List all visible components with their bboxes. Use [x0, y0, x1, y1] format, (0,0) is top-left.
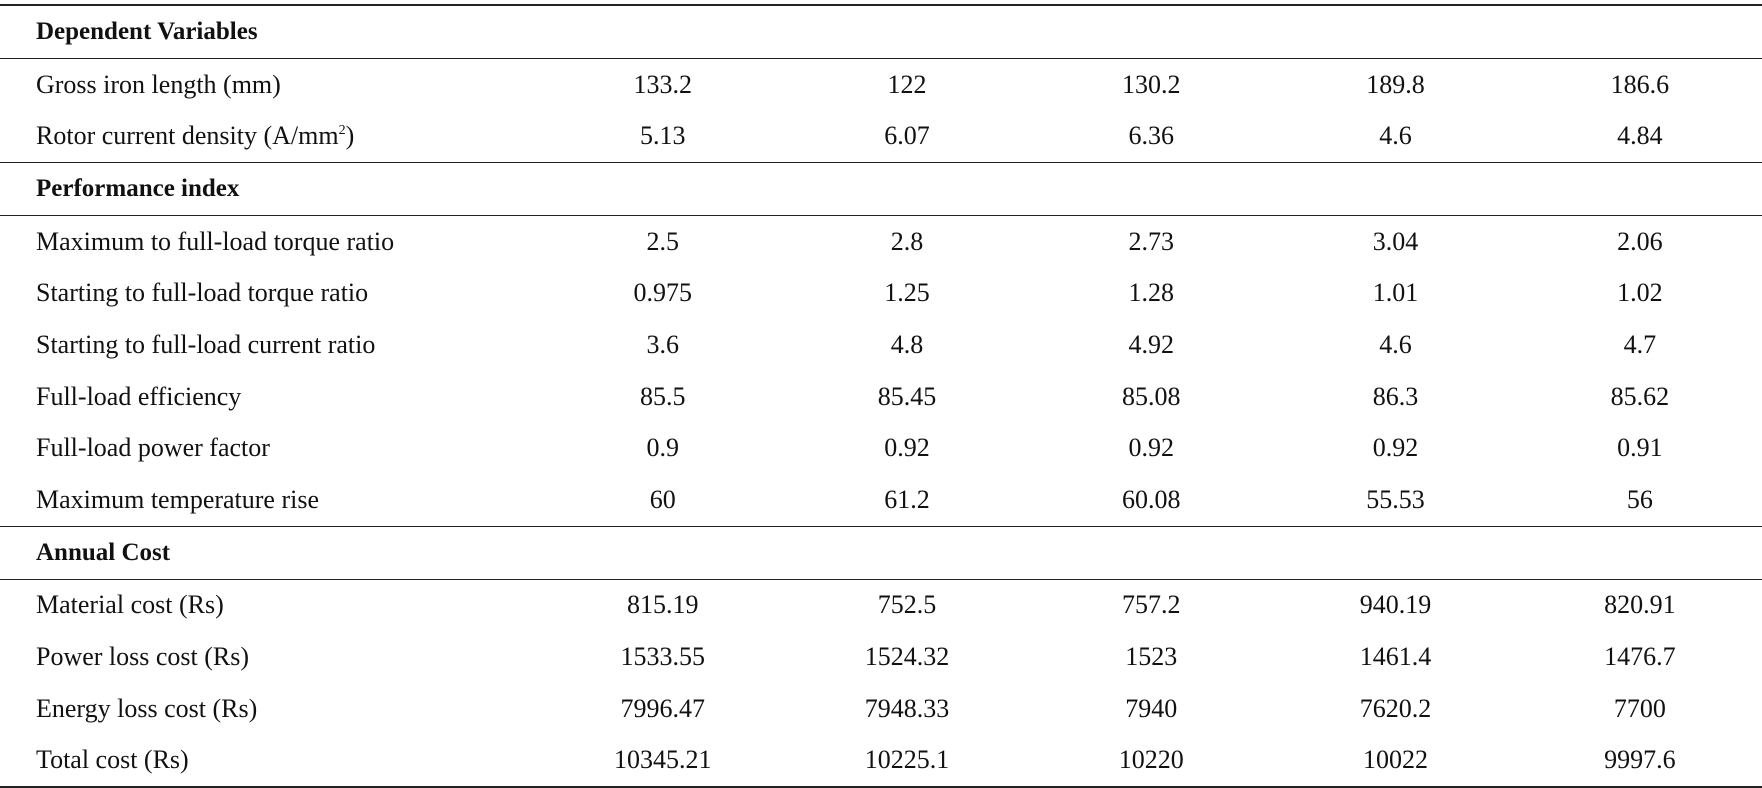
- section-title: Performance index: [0, 162, 1762, 216]
- cell-value: 56: [1517, 474, 1762, 527]
- table-row: Starting to full-load torque ratio 0.975…: [0, 267, 1762, 319]
- cell-value: 4.84: [1517, 110, 1762, 164]
- cell-value: 186.6: [1610, 69, 1670, 99]
- cell-value: 85.45: [877, 381, 937, 411]
- section-title: Annual Cost: [0, 526, 1762, 580]
- table-row: Energy loss cost (Rs) 7996.47 7948.33 79…: [0, 683, 1762, 735]
- table-row: Power loss cost (Rs) 1533.55 1524.32 152…: [0, 631, 1762, 683]
- row-label: Maximum temperature rise: [0, 474, 541, 527]
- row-label: Total cost (Rs): [0, 734, 541, 788]
- row-label: Full-load power factor: [36, 433, 270, 463]
- cell-value: 2.06: [1617, 226, 1663, 256]
- cell-value: 10345.21: [540, 734, 785, 788]
- cell-value: 940.19: [1359, 590, 1432, 620]
- cell-value: 7948.33: [864, 693, 950, 723]
- table-row: Full-load efficiency 85.5 85.45 85.08 86…: [0, 371, 1762, 423]
- cell-value: 60: [540, 474, 785, 527]
- cell-value: 1.02: [1617, 278, 1663, 308]
- row-label: Power loss cost (Rs): [36, 642, 250, 672]
- cell-value: 85.08: [1122, 381, 1181, 411]
- cell-value: 9997.6: [1517, 734, 1762, 788]
- cell-value: 3.6: [646, 329, 679, 359]
- section-title: Dependent Variables: [0, 3, 1762, 59]
- row-label: Maximum to full-load torque ratio: [36, 226, 395, 256]
- cell-value: 6.07: [784, 110, 1030, 164]
- cell-value: 130.2: [1122, 69, 1181, 99]
- cell-value: 10225.1: [784, 734, 1030, 788]
- row-label: Full-load efficiency: [36, 381, 242, 411]
- cell-value: 1.28: [1128, 278, 1175, 308]
- cell-value: 0.92: [884, 433, 930, 463]
- cell-value: 7996.47: [620, 693, 705, 723]
- cell-value: 1476.7: [1604, 642, 1676, 672]
- cell-value: 61.2: [784, 474, 1030, 527]
- section-header-performance-index: Performance index: [0, 162, 1762, 216]
- table-row: Maximum temperature rise 60 61.2 60.08 5…: [0, 474, 1762, 527]
- superscript: 2: [338, 123, 346, 139]
- cell-value: 7940: [1125, 693, 1178, 723]
- cell-value: 0.9: [646, 433, 679, 463]
- cell-value: 189.8: [1366, 69, 1425, 99]
- table-row: Starting to full-load current ratio 3.6 …: [0, 319, 1762, 371]
- table-row: Full-load power factor 0.9 0.92 0.92 0.9…: [0, 423, 1762, 475]
- table-row: Total cost (Rs) 10345.21 10225.1 10220 1…: [0, 734, 1762, 788]
- row-label-suffix: ): [345, 121, 355, 151]
- cell-value: 2.8: [890, 226, 924, 256]
- cell-value: 2.5: [646, 226, 679, 256]
- cell-value: 6.36: [1029, 110, 1274, 164]
- cell-value: 4.7: [1623, 329, 1657, 359]
- cell-value: 7700: [1613, 693, 1666, 723]
- cell-value: 1533.55: [620, 642, 705, 672]
- cell-value: 757.2: [1122, 590, 1181, 620]
- cell-value: 752.5: [877, 590, 937, 620]
- row-label: Gross iron length (mm): [36, 69, 281, 99]
- cell-value: 1.25: [884, 278, 930, 308]
- cell-value: 4.6: [1273, 110, 1518, 164]
- cell-value: 10220: [1029, 734, 1274, 788]
- cell-value: 86.3: [1372, 381, 1419, 411]
- cell-value: 4.92: [1128, 329, 1175, 359]
- table-row: Maximum to full-load torque ratio 2.5 2.…: [0, 215, 1762, 267]
- cell-value: 1524.32: [864, 642, 950, 672]
- cell-value: 5.13: [540, 110, 785, 164]
- table-row: Material cost (Rs) 815.19 752.5 757.2 94…: [0, 579, 1762, 631]
- results-table: Dependent Variables Gross iron length (m…: [0, 3, 1762, 788]
- section-header-dependent-variables: Dependent Variables: [0, 3, 1762, 59]
- section-header-annual-cost: Annual Cost: [0, 526, 1762, 580]
- row-label-text: Rotor current density (A/mm: [36, 121, 339, 151]
- row-label: Starting to full-load current ratio: [36, 329, 376, 359]
- cell-value: 0.975: [633, 278, 692, 308]
- cell-value: 1.01: [1372, 278, 1419, 308]
- row-label: Starting to full-load torque ratio: [36, 278, 369, 308]
- cell-value: 7620.2: [1359, 693, 1432, 723]
- cell-value: 85.5: [639, 381, 686, 411]
- cell-value: 815.19: [626, 590, 699, 620]
- cell-value: 1461.4: [1359, 642, 1432, 672]
- cell-value: 3.04: [1372, 226, 1419, 256]
- cell-value: 0.91: [1617, 433, 1663, 463]
- table-row: Gross iron length (mm) 133.2 122 130.2 1…: [0, 58, 1762, 110]
- cell-value: 4.8: [890, 329, 924, 359]
- cell-value: 55.53: [1273, 474, 1518, 527]
- cell-value: 85.62: [1610, 381, 1670, 411]
- cell-value: 0.92: [1128, 433, 1175, 463]
- row-label: Rotor current density (A/mm2): [0, 110, 541, 164]
- table-row: Rotor current density (A/mm2) 5.13 6.07 …: [0, 110, 1762, 164]
- cell-value: 1523: [1125, 642, 1178, 672]
- cell-value: 0.92: [1372, 433, 1419, 463]
- cell-value: 820.91: [1604, 590, 1676, 620]
- cell-value: 122: [887, 69, 927, 99]
- cell-value: 2.73: [1128, 226, 1175, 256]
- row-label: Material cost (Rs): [36, 590, 224, 620]
- cell-value: 133.2: [633, 69, 692, 99]
- row-label: Energy loss cost (Rs): [36, 693, 258, 723]
- cell-value: 10022: [1273, 734, 1518, 788]
- cell-value: 4.6: [1379, 329, 1412, 359]
- cell-value: 60.08: [1029, 474, 1274, 527]
